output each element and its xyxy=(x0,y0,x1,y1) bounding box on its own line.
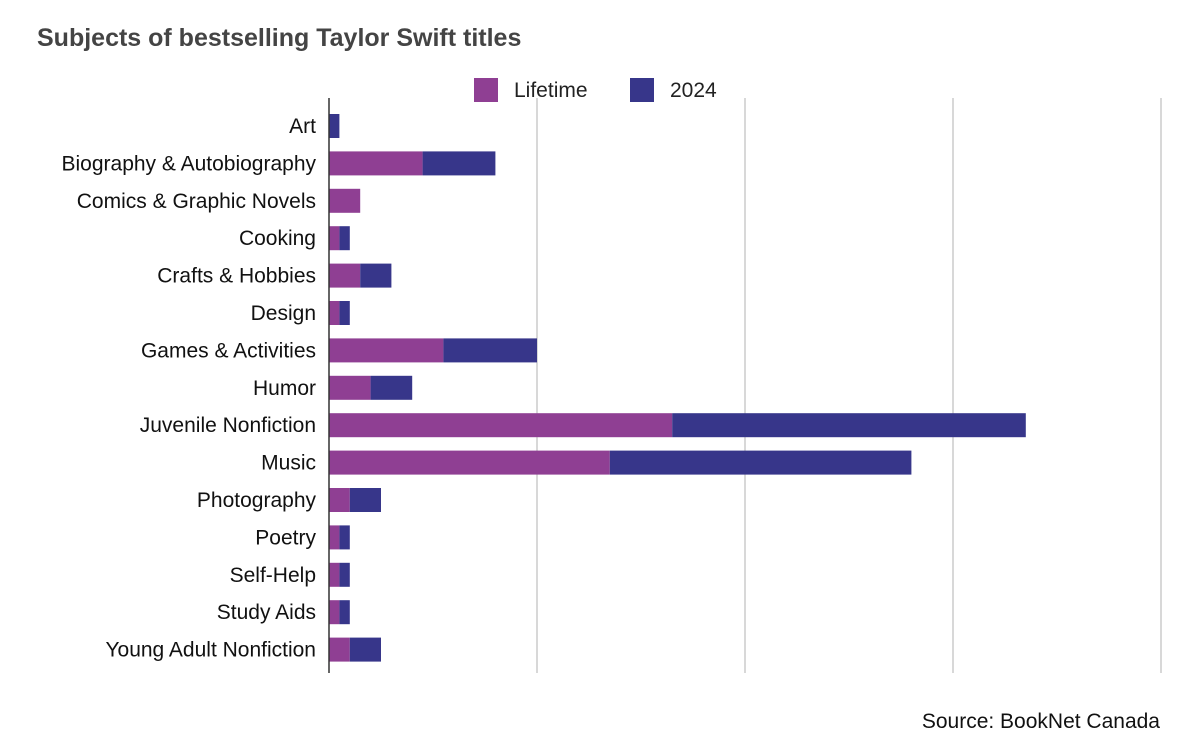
bar-segment xyxy=(339,301,350,325)
legend-label: Lifetime xyxy=(514,79,588,102)
bar-segment xyxy=(339,600,350,625)
gridlines xyxy=(536,98,1162,673)
bar-segment xyxy=(329,114,340,138)
category-label: Young Adult Nonfiction xyxy=(105,639,316,662)
legend-swatch xyxy=(630,78,654,102)
bar-segment xyxy=(329,301,340,325)
legend-swatch xyxy=(474,78,498,102)
category-label: Design xyxy=(251,302,316,325)
bar-segment xyxy=(339,226,350,251)
category-labels: Art Biography & Autobiography Comics & Gra… xyxy=(61,115,316,662)
category-label: Biography & Autobiography xyxy=(61,152,316,175)
category-label: Music xyxy=(261,452,316,475)
chart-title: Subjects of bestselling Taylor Swift tit… xyxy=(37,24,521,52)
source-note: Source: BookNet Canada xyxy=(922,710,1160,733)
bar-segment xyxy=(422,151,496,176)
bars xyxy=(329,114,1026,662)
bar-segment xyxy=(329,151,423,176)
category-label: Photography xyxy=(197,489,317,512)
bar-segment xyxy=(329,562,340,587)
bar-segment xyxy=(339,525,350,550)
bar-segment xyxy=(443,338,537,363)
bar-segment xyxy=(349,637,381,662)
bar-segment xyxy=(339,562,350,587)
bar-segment xyxy=(329,338,444,363)
bar-segment xyxy=(329,637,350,662)
legend: Lifetime 2024 xyxy=(474,78,717,102)
bar-segment xyxy=(329,488,350,512)
bar-segment xyxy=(329,450,610,475)
bar-segment xyxy=(349,488,381,512)
bar-segment xyxy=(329,263,361,288)
category-label: Art xyxy=(289,115,316,138)
bar-segment xyxy=(672,413,1026,438)
category-label: Poetry xyxy=(255,526,316,549)
bar-segment xyxy=(370,375,413,400)
bar-segment xyxy=(609,450,912,475)
category-label: Self-Help xyxy=(230,564,316,587)
category-label: Study Aids xyxy=(217,601,316,624)
category-label: Crafts & Hobbies xyxy=(157,265,316,288)
bar-segment xyxy=(329,226,340,251)
category-label: Juvenile Nonfiction xyxy=(140,414,316,437)
category-label: Comics & Graphic Novels xyxy=(77,190,316,213)
bar-segment xyxy=(329,600,340,625)
category-label: Games & Activities xyxy=(141,339,316,362)
category-label: Cooking xyxy=(239,227,316,250)
bar-segment xyxy=(329,525,340,550)
bar-segment xyxy=(329,413,673,438)
category-label: Humor xyxy=(253,377,316,400)
bar-segment xyxy=(360,263,392,288)
bar-segment xyxy=(329,188,361,213)
legend-label: 2024 xyxy=(670,79,717,102)
bar-segment xyxy=(329,375,371,400)
